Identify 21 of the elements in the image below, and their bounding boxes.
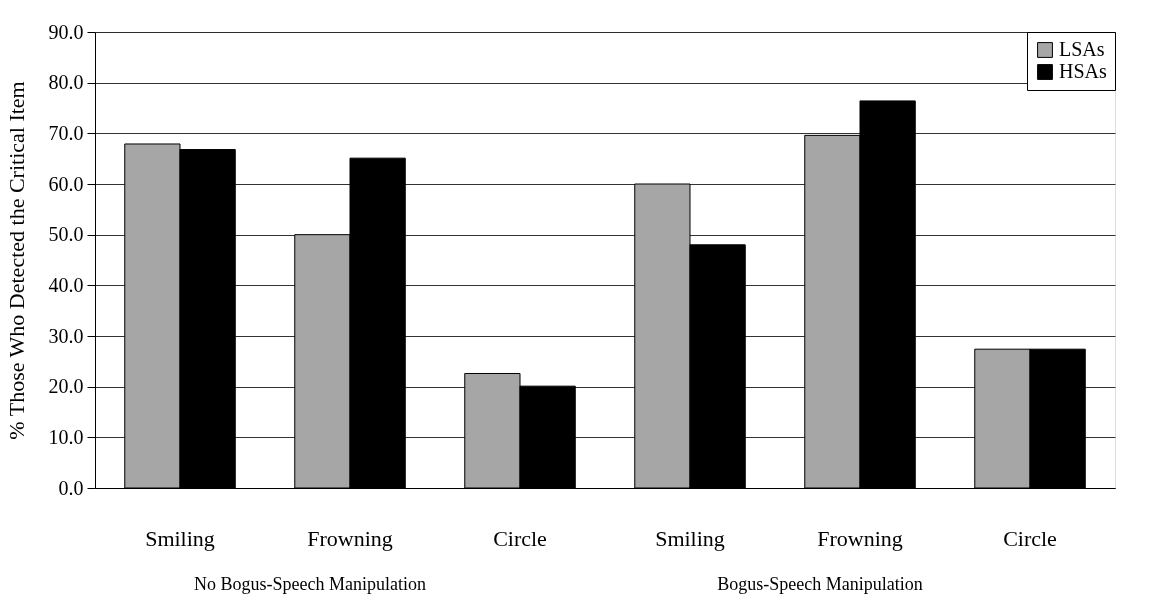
y-tick-label: 80.0 [48,71,84,94]
text: Bogus-Speech Manipulation [717,574,923,594]
x-tick-label: Circle [493,525,547,551]
x-tick-label: Circle [1003,525,1057,551]
y-tick-label: 30.0 [48,324,84,347]
y-tick-label: 70.0 [48,121,84,144]
x-tick-label: Frowning [307,525,393,551]
x-tick-label: Smiling [145,525,215,551]
x-tick-label: Frowning [817,525,903,551]
y-tick-label: 60.0 [48,172,84,195]
y-axis-title: % Those Who Detected the Critical Item [3,81,29,440]
legend-label: LSAs [1059,38,1105,60]
y-tick-label: 10.0 [48,425,84,448]
legend-label: HSAs [1059,60,1108,82]
y-tick-label: 50.0 [48,223,84,246]
y-tick-label: 0.0 [58,476,84,499]
y-tick-label: 90.0 [48,20,84,43]
y-tick-label: 20.0 [48,375,84,398]
y-tick-label: 40.0 [48,273,84,296]
x-tick-label: Smiling [655,525,725,551]
text: No Bogus-Speech Manipulation [194,574,426,594]
